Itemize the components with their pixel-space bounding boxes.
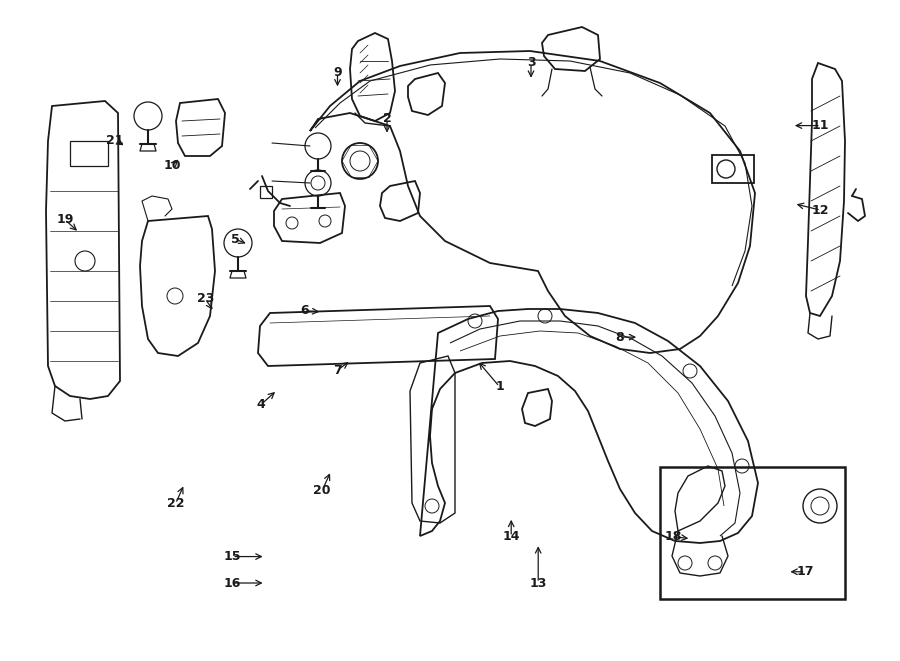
Text: 7: 7 bbox=[333, 364, 342, 377]
Text: 19: 19 bbox=[56, 213, 74, 226]
Text: 5: 5 bbox=[231, 233, 240, 246]
Text: 4: 4 bbox=[256, 398, 266, 411]
Text: 20: 20 bbox=[313, 484, 331, 497]
Text: 22: 22 bbox=[166, 497, 184, 510]
Text: 3: 3 bbox=[526, 56, 536, 69]
Text: 12: 12 bbox=[812, 204, 830, 217]
Bar bbox=[712, 155, 754, 183]
Text: 13: 13 bbox=[529, 576, 547, 590]
Text: 6: 6 bbox=[300, 304, 309, 317]
Text: 2: 2 bbox=[382, 112, 392, 126]
Text: 18: 18 bbox=[664, 530, 682, 543]
Bar bbox=[70, 141, 108, 166]
Text: 1: 1 bbox=[495, 380, 504, 393]
Text: 8: 8 bbox=[615, 330, 624, 344]
Text: 15: 15 bbox=[223, 550, 241, 563]
Bar bbox=[260, 186, 272, 198]
Text: 11: 11 bbox=[812, 119, 830, 132]
Text: 14: 14 bbox=[502, 530, 520, 543]
Bar bbox=[660, 467, 845, 599]
Text: 23: 23 bbox=[196, 292, 214, 305]
Text: 10: 10 bbox=[164, 159, 182, 172]
Text: 17: 17 bbox=[796, 565, 814, 578]
Text: 21: 21 bbox=[106, 134, 124, 147]
Text: 9: 9 bbox=[333, 66, 342, 79]
Text: 16: 16 bbox=[223, 576, 241, 590]
